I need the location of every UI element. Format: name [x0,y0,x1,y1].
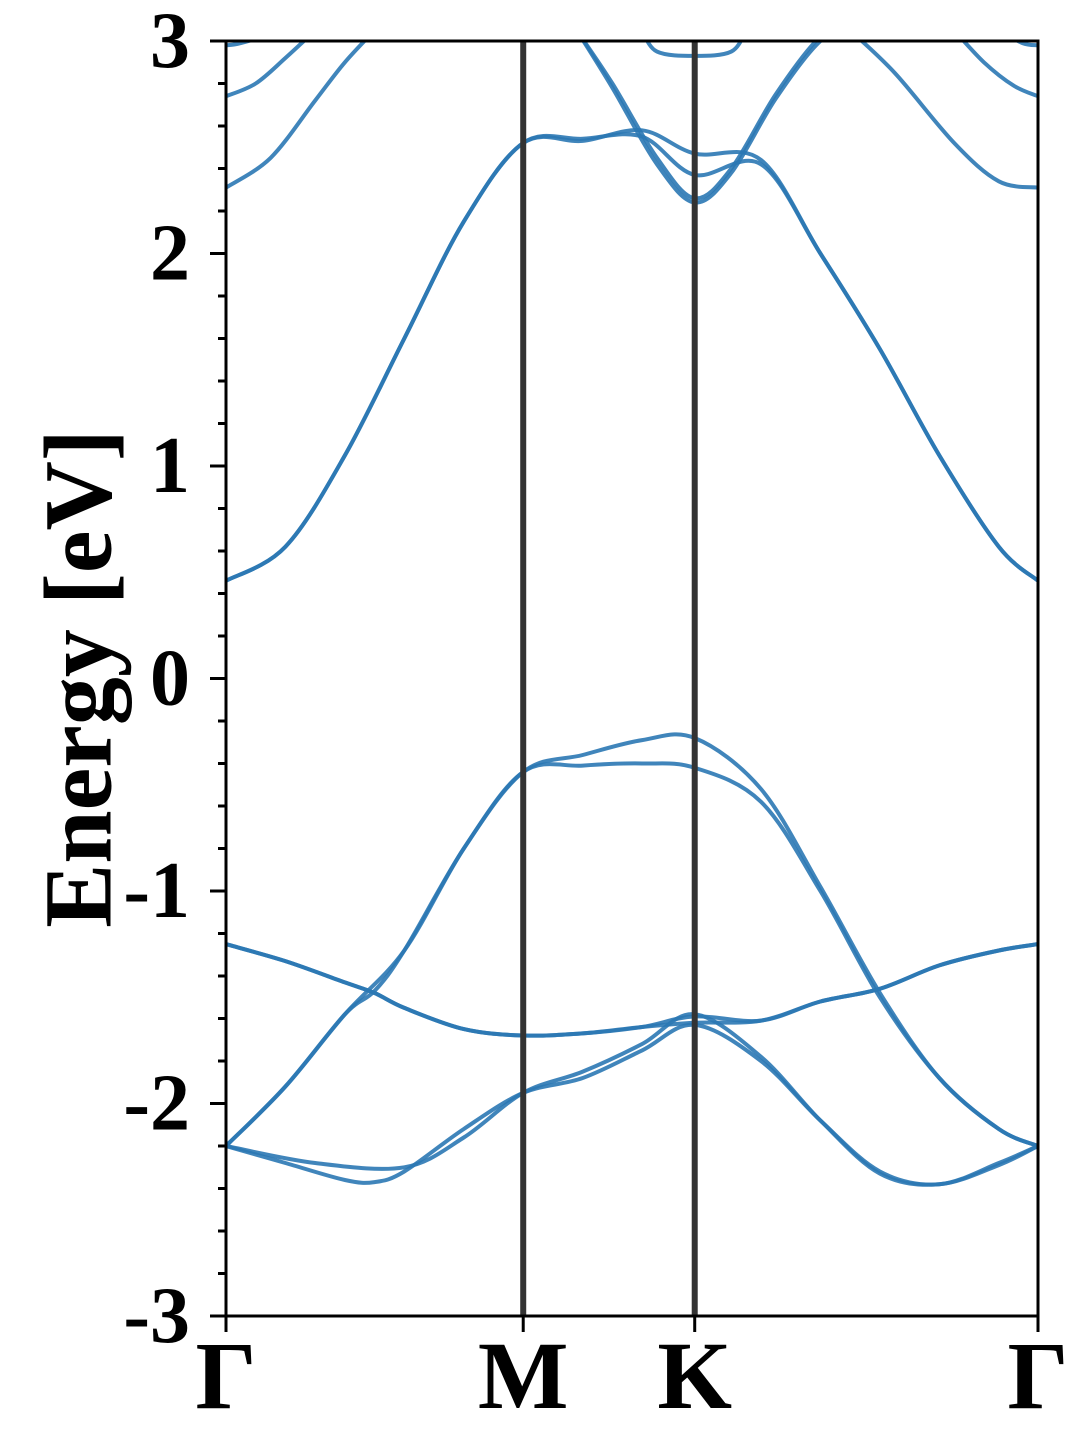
high-symmetry-dividers [520,41,698,1316]
band-line-13 [581,41,824,205]
band-line-7 [226,132,1038,583]
band-line-5 [226,1012,1038,1187]
band-line-16 [961,41,1038,99]
band-line-2 [226,761,1038,1148]
band-line-11 [226,41,257,48]
x-tick-label: Γ [1007,1322,1068,1429]
y-tick-label: 1 [150,422,190,510]
band-line-3 [226,942,1038,1038]
band-lines [226,41,1038,1187]
y-tick-label: 0 [150,635,190,723]
band-line-15 [858,41,1038,190]
y-tick-label: -1 [123,847,190,935]
x-tick-label: K [657,1322,732,1429]
band-line-12 [581,41,819,201]
band-line-6 [226,732,1038,1148]
y-axis-label: Energy [eV] [25,429,132,928]
band-line-8 [226,128,1038,583]
band-line-17 [1013,41,1038,48]
band-line-4 [226,942,1038,1038]
x-tick-label: Γ [195,1322,256,1429]
x-tick-label: M [478,1322,569,1429]
band-line-9 [226,41,368,190]
y-axis-ticks: -3 -2 -1 0 1 2 3 [123,0,226,1360]
band-line-10 [226,41,307,99]
y-tick-label: -2 [123,1060,190,1148]
y-tick-label: 2 [150,210,190,298]
y-tick-label: -3 [123,1272,190,1360]
y-tick-label: 3 [150,0,190,85]
plot-frame [224,39,1040,1318]
